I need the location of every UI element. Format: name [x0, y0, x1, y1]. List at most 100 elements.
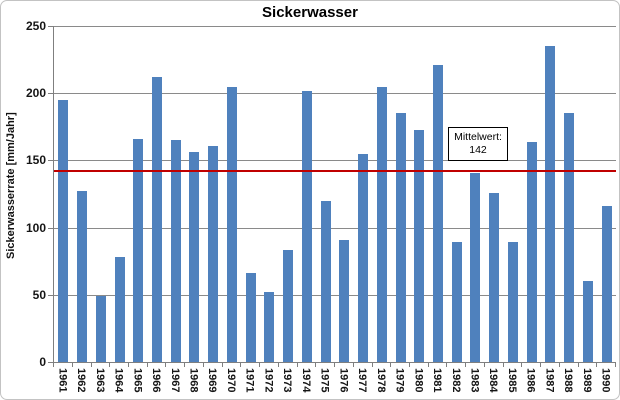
bar-1990 [601, 206, 612, 362]
bar-1987 [545, 46, 556, 362]
x-label-slot-1982: 1982 [446, 368, 465, 392]
x-label-slot-1966: 1966 [147, 368, 166, 392]
y-tick-label-0: 0 [39, 355, 46, 369]
x-tick-mark-13 [296, 363, 298, 367]
gridline-100 [54, 227, 616, 229]
x-tick-label-1984: 1984 [487, 368, 500, 393]
y-tick-label-250: 250 [25, 19, 46, 33]
x-label-slot-1963: 1963 [90, 368, 109, 392]
x-label-slot-1989: 1989 [578, 368, 597, 392]
bar-slot-1990 [597, 26, 616, 362]
y-tick-mark-100 [48, 227, 53, 229]
x-tick-label-1986: 1986 [524, 368, 537, 393]
bar-slot-1964 [110, 26, 129, 362]
x-tick-label-1983: 1983 [468, 368, 481, 393]
bar-1964 [114, 257, 125, 362]
x-label-slot-1983: 1983 [465, 368, 484, 392]
x-label-slot-1979: 1979 [390, 368, 409, 392]
x-tick-label-1963: 1963 [93, 368, 106, 393]
x-tick-mark-19 [408, 363, 410, 367]
x-label-slot-1962: 1962 [72, 368, 91, 392]
x-tick-label-1974: 1974 [299, 368, 312, 393]
x-tick-label-1962: 1962 [75, 368, 88, 393]
x-tick-mark-8 [202, 363, 204, 367]
x-tick-mark-18 [390, 363, 392, 367]
x-tick-mark-22 [465, 363, 467, 367]
bar-slot-1961 [54, 26, 73, 362]
x-tick-mark-7 [184, 363, 186, 367]
x-label-slot-1964: 1964 [109, 368, 128, 392]
bar-series [54, 26, 616, 362]
bar-1974 [301, 90, 312, 362]
bar-slot-1965 [129, 26, 148, 362]
bar-slot-1974 [298, 26, 317, 362]
x-label-slot-1977: 1977 [353, 368, 372, 392]
x-label-slot-1973: 1973 [278, 368, 297, 392]
bar-slot-1971 [241, 26, 260, 362]
bar-1965 [133, 138, 144, 362]
y-tick-mark-150 [48, 160, 53, 162]
bar-slot-1984 [485, 26, 504, 362]
gridline-250 [54, 26, 616, 27]
x-tick-mark-0 [53, 363, 54, 367]
x-tick-mark-6 [165, 363, 167, 367]
x-tick-label-1971: 1971 [243, 368, 256, 393]
x-tick-label-1987: 1987 [543, 368, 556, 393]
x-label-slot-1971: 1971 [240, 368, 259, 392]
bar-1982 [451, 242, 462, 362]
x-tick-label-1969: 1969 [206, 368, 219, 393]
bar-1976 [339, 239, 350, 362]
bar-slot-1969 [204, 26, 223, 362]
mean-value-label: Mittelwert: [454, 131, 502, 143]
bar-1972 [264, 292, 275, 362]
bar-slot-1970 [223, 26, 242, 362]
bar-1988 [564, 113, 575, 362]
bar-slot-1966 [148, 26, 167, 362]
bar-1980 [414, 129, 425, 362]
bar-1970 [226, 86, 237, 362]
bar-1963 [95, 296, 106, 362]
bar-slot-1986 [522, 26, 541, 362]
bar-1986 [526, 141, 537, 362]
x-label-slot-1970: 1970 [222, 368, 241, 392]
x-tick-mark-16 [352, 363, 354, 367]
bar-slot-1989 [579, 26, 598, 362]
x-tick-mark-3 [109, 363, 111, 367]
x-label-slot-1967: 1967 [165, 368, 184, 392]
x-label-slot-1980: 1980 [409, 368, 428, 392]
bar-slot-1972 [260, 26, 279, 362]
x-tick-label-1975: 1975 [318, 368, 331, 393]
x-tick-label-1985: 1985 [505, 368, 518, 393]
x-label-slot-1972: 1972 [259, 368, 278, 392]
y-tick-mark-50 [48, 294, 53, 296]
mean-value-number: 142 [469, 144, 487, 156]
bar-slot-1987 [541, 26, 560, 362]
bar-slot-1968 [185, 26, 204, 362]
mean-line [54, 170, 616, 173]
x-label-slot-1968: 1968 [184, 368, 203, 392]
x-tick-mark-29 [596, 363, 598, 367]
bar-1969 [208, 145, 219, 362]
x-tick-mark-20 [427, 363, 429, 367]
bar-slot-1978 [372, 26, 391, 362]
bar-1967 [170, 140, 181, 362]
bar-slot-1981 [429, 26, 448, 362]
x-tick-mark-21 [446, 363, 448, 367]
x-tick-mark-1 [71, 363, 73, 367]
bar-slot-1962 [73, 26, 92, 362]
x-tick-mark-9 [221, 363, 223, 367]
x-tick-label-1968: 1968 [187, 368, 200, 393]
x-label-slot-1985: 1985 [503, 368, 522, 392]
y-tick-label-100: 100 [25, 220, 46, 235]
bar-slot-1973 [279, 26, 298, 362]
bar-1977 [358, 153, 369, 362]
x-tick-mark-30 [615, 363, 616, 367]
x-tick-label-1970: 1970 [224, 368, 237, 393]
bar-1961 [58, 99, 69, 362]
x-tick-label-1990: 1990 [599, 368, 612, 393]
bar-1962 [77, 191, 88, 362]
x-tick-mark-25 [521, 363, 523, 367]
bar-1973 [283, 250, 294, 362]
x-tick-label-1964: 1964 [112, 368, 125, 393]
bar-slot-1983 [466, 26, 485, 362]
